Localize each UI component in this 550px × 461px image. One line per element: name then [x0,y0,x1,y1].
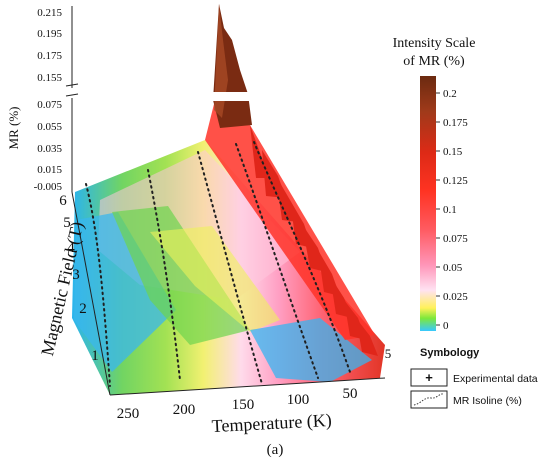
legend-label: Experimental data [453,373,538,385]
isoline [197,151,263,385]
axis-break-gap [205,92,255,101]
plus-icon: + [425,370,433,385]
tick-label: 0.055 [37,121,62,133]
legend-item-isoline: MR Isoline (%) [410,390,522,409]
surface-spikes [250,125,378,356]
mr-axis [65,6,386,396]
tick-label: 5 [63,215,71,231]
tick-label: 50 [343,386,358,402]
surface-yellow-band [150,226,280,332]
mr-isolines [85,141,351,387]
colorbar-tick-label: 0.05 [443,262,463,274]
tick-label: 150 [232,397,255,413]
surface-lower-blue [250,318,372,382]
colorbar-tick-label: 0.175 [443,117,468,129]
temperature-axis-label: Temperature (K) [211,410,332,437]
field-ticks: 6 5 4 3 2 1 [59,193,99,364]
tick-label: 200 [173,402,196,418]
tick-label: 0.075 [37,99,62,111]
tick-label: 0.195 [37,28,62,40]
mr-ticks-upper: 0.215 0.195 0.175 0.155 [37,7,62,84]
surface-plot [72,4,385,395]
tick-label: 100 [287,392,310,408]
isoline [235,143,319,379]
mr-axis-label: MR (%) [6,107,21,150]
legend-label: MR Isoline (%) [453,395,522,407]
isoline [85,183,111,387]
figure-caption: (a) [267,442,284,458]
temperature-ticks: 250 200 150 100 50 5 [117,346,392,422]
legend-swatch-experimental [410,368,448,387]
tick-label: 0.155 [37,72,62,84]
mr-ticks-lower: 0.075 0.055 0.035 0.015 -0.005 [34,99,63,193]
legend-swatch-isoline [410,390,448,409]
tick-label: 3 [72,267,80,283]
tick-label: 0.015 [37,164,62,176]
tick-label: -0.005 [34,181,63,193]
tick-label: 0.175 [37,50,62,62]
tick-label: 0.215 [37,7,62,19]
colorbar-ticks: 0.2 0.175 0.15 0.125 0.1 0.075 0.05 0.025 0 [436,88,468,332]
colorbar-tick-label: 0.125 [443,175,468,187]
tick-label: 5 [385,346,392,361]
colorbar-tick-label: 0 [443,320,449,332]
colorbar-tick-label: 0.15 [443,146,463,158]
tick-label: 4 [67,240,75,256]
colorbar-title-line2: of MR (%) [403,54,465,69]
colorbar-tick-label: 0.1 [443,204,457,216]
isoline-icon [413,393,445,406]
tick-label: 0.035 [37,143,62,155]
tick-label: 1 [91,348,99,364]
colorbar [420,76,436,331]
colorbar-tick-label: 0.025 [443,291,468,303]
colorbar-tick-label: 0.2 [443,88,457,100]
legend-title: Symbology [420,347,480,359]
tick-label: 6 [59,193,67,209]
surface-green-region [112,206,250,345]
legend-item-experimental: + Experimental data [410,368,538,387]
tick-label: 250 [117,406,140,422]
tick-label: 2 [79,301,87,317]
colorbar-tick-label: 0.075 [443,233,468,245]
surface-blue-region [74,212,176,372]
colorbar-title-line1: Intensity Scale [393,36,476,51]
surface-peak-highlight [214,4,228,118]
